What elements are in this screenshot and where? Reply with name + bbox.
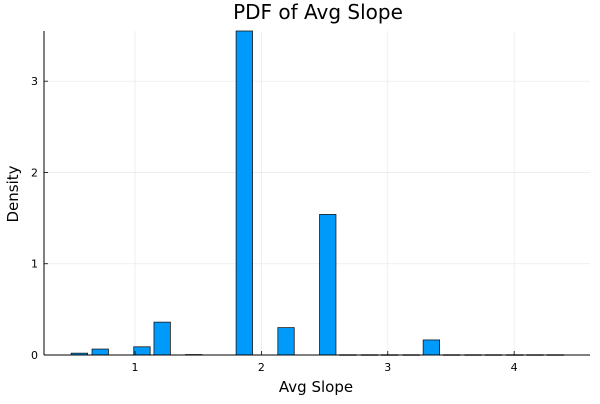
histogram-bar (235, 30, 253, 356)
x-tick-label: 1 (132, 361, 139, 374)
chart-title: PDF of Avg Slope (233, 0, 403, 24)
y-tick-label: 1 (31, 258, 38, 271)
histogram-bar (153, 321, 171, 356)
x-tick-label: 3 (384, 361, 391, 374)
x-tick-label: 2 (258, 361, 265, 374)
x-tick-label: 4 (511, 361, 518, 374)
histogram-bar (319, 214, 337, 356)
histogram-bar (91, 348, 109, 356)
y-axis-label: Density (4, 165, 22, 222)
y-tick-label: 0 (31, 349, 38, 362)
histogram-bar (422, 339, 440, 356)
y-tick-label: 3 (31, 75, 38, 88)
y-tick-label: 2 (31, 166, 38, 179)
histogram-bar (133, 346, 151, 356)
histogram-bar (277, 327, 295, 356)
tick-labels: 1 2 3 4 0 1 2 3 (31, 75, 518, 374)
x-axis-label: Avg Slope (279, 378, 353, 396)
bars (70, 30, 564, 356)
axes (43, 31, 590, 356)
